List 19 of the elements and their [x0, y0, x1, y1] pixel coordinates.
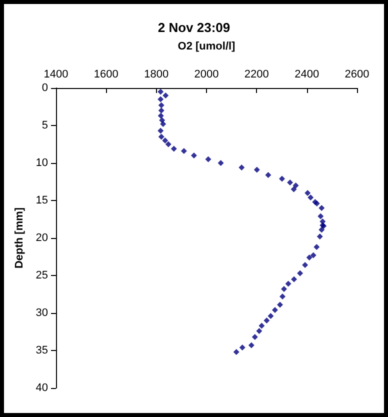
x-tick-label: 2600: [344, 68, 370, 80]
x-tick-label: 1800: [144, 68, 169, 80]
y-axis-title: Depth [mm]: [13, 207, 26, 269]
x-tick-label: 1400: [44, 68, 68, 80]
y-tick-label: 30: [36, 307, 48, 319]
x-tick-label: 2400: [294, 68, 320, 80]
y-tick-label: 35: [36, 344, 48, 356]
x-tick-label: 2000: [194, 68, 219, 80]
y-tick-label: 0: [42, 82, 48, 94]
y-tick-label: 25: [36, 270, 48, 282]
y-tick-label: 40: [36, 382, 48, 394]
x-tick-label: 2200: [244, 68, 269, 80]
y-tick-label: 15: [36, 194, 48, 206]
y-tick-label: 20: [36, 232, 48, 244]
y-tick-label: 5: [42, 120, 48, 132]
chart-title: 2 Nov 23:09: [158, 20, 230, 35]
y-tick-label: 10: [36, 157, 48, 169]
x-tick-label: 1600: [94, 68, 118, 80]
x-axis-title: O2 [umol/l]: [178, 40, 236, 52]
